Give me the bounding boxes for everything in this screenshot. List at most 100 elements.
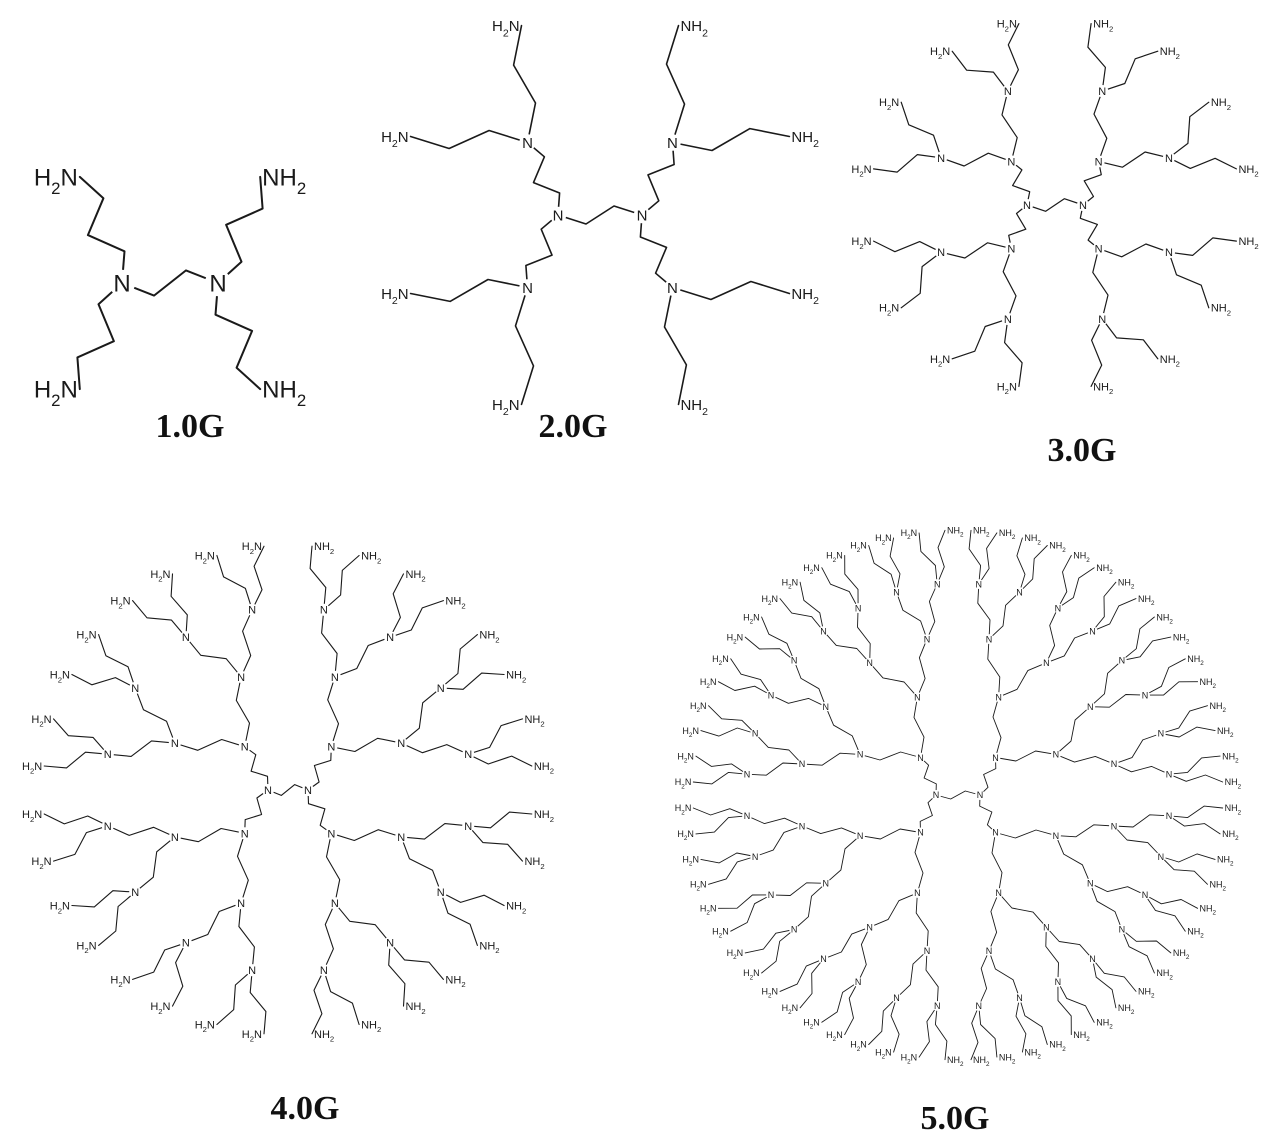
propyl-bond — [799, 581, 824, 632]
propyl-bond — [978, 950, 990, 1007]
branch-nitrogen-label: N — [914, 692, 921, 702]
propyl-bond — [1168, 237, 1238, 256]
terminal-amine-label: H2N — [110, 596, 130, 611]
terminal-amine-label: NH2 — [1217, 726, 1234, 739]
propyl-bond — [1168, 157, 1238, 170]
terminal-amine-label: H2N — [930, 354, 950, 369]
terminal-amine-label: NH2 — [1187, 926, 1204, 939]
terminal-amine-label: H2N — [242, 1029, 262, 1044]
branch-nitrogen-label: N — [131, 887, 139, 899]
propyl-bond — [925, 950, 939, 1007]
propyl-bond — [107, 740, 176, 757]
propyl-bond — [1160, 853, 1216, 863]
propyl-bond — [761, 929, 795, 974]
terminal-amine-label: H2N — [879, 303, 899, 318]
terminal-amine-label: NH2 — [680, 397, 708, 418]
propyl-bond — [639, 214, 674, 289]
terminal-amine-label: H2N — [762, 987, 779, 1000]
branch-nitrogen-label: N — [866, 658, 873, 668]
terminal-amine-label: H2N — [50, 900, 70, 915]
propyl-bond — [978, 1005, 998, 1058]
branch-nitrogen-label: N — [857, 750, 864, 760]
terminal-amine-label: NH2 — [1096, 1018, 1113, 1031]
branch-nitrogen-label: N — [924, 946, 931, 956]
terminal-amine-label: NH2 — [1173, 948, 1190, 961]
branch-nitrogen-label: N — [1016, 587, 1023, 597]
propyl-bond — [1092, 958, 1137, 992]
propyl-bond — [991, 832, 1003, 894]
propyl-bond — [663, 286, 688, 406]
branch-nitrogen-label: N — [1142, 890, 1149, 900]
terminal-amine-label: NH2 — [1238, 164, 1258, 179]
terminal-amine-label: NH2 — [506, 900, 526, 915]
propyl-bond — [1055, 835, 1091, 884]
propyl-bond — [844, 554, 859, 609]
branch-nitrogen-label: N — [917, 828, 924, 838]
branch-nitrogen-label: N — [1098, 314, 1106, 326]
terminal-amine-label: H2N — [690, 880, 707, 893]
propyl-bond — [1121, 616, 1155, 661]
terminal-amine-label: NH2 — [1222, 829, 1239, 842]
propyl-bond — [1045, 607, 1059, 664]
branch-nitrogen-label: N — [857, 831, 864, 841]
propyl-bond — [236, 832, 249, 904]
core-ethylene-bond — [1026, 198, 1084, 212]
terminal-amine-label: NH2 — [361, 551, 381, 566]
terminal-amine-label: NH2 — [1160, 46, 1180, 61]
propyl-bond — [1168, 815, 1221, 835]
propyl-bond — [311, 969, 325, 1035]
terminal-amine-label: H2N — [677, 751, 694, 764]
propyl-bond — [249, 969, 267, 1035]
terminal-amine-label: H2N — [782, 577, 799, 590]
propyl-bond — [400, 836, 442, 893]
propyl-bond — [132, 942, 187, 980]
branch-nitrogen-label: N — [104, 821, 112, 833]
propyl-bond — [1092, 958, 1117, 1009]
branch-nitrogen-label: N — [171, 832, 179, 844]
terminal-amine-label: H2N — [762, 594, 779, 607]
propyl-bond — [307, 746, 332, 791]
terminal-amine-label: H2N — [195, 1019, 215, 1034]
terminal-amine-label: H2N — [700, 677, 717, 690]
terminal-amine-label: NH2 — [1200, 677, 1217, 690]
propyl-bond — [238, 902, 255, 971]
terminal-amine-label: NH2 — [262, 377, 306, 410]
terminal-amine-label: NH2 — [1049, 1040, 1066, 1053]
propyl-bond — [1092, 248, 1109, 320]
branch-nitrogen-label: N — [820, 626, 827, 636]
terminal-amine-label: H2N — [901, 1052, 918, 1065]
propyl-bond — [708, 856, 756, 885]
branch-nitrogen-label: N — [791, 656, 798, 666]
terminal-amine-label: H2N — [700, 904, 717, 917]
propyl-bond — [940, 242, 1013, 259]
propyl-bond — [1168, 773, 1224, 783]
propyl-bond — [1090, 318, 1103, 387]
propyl-bond — [717, 894, 772, 909]
core-nitrogen-label: N — [977, 790, 984, 800]
propyl-bond — [1160, 726, 1216, 738]
propyl-bond — [323, 902, 336, 971]
branch-nitrogen-label: N — [855, 603, 862, 613]
propyl-bond — [43, 751, 109, 769]
propyl-bond — [1144, 658, 1186, 696]
core-nitrogen-label: N — [933, 790, 940, 800]
core-ethylene-bond — [935, 790, 981, 800]
caption-3-0g: 3.0G — [1047, 432, 1117, 469]
propyl-bond — [52, 825, 109, 862]
terminal-amine-label: NH2 — [999, 528, 1016, 541]
propyl-bond — [1113, 814, 1170, 828]
core-ethylene-bond — [267, 784, 309, 796]
branch-nitrogen-label: N — [992, 753, 999, 763]
branch-nitrogen-label: N — [995, 692, 1002, 702]
propyl-bond — [1089, 660, 1123, 708]
propyl-bond — [1079, 204, 1100, 250]
propyl-bond — [988, 892, 1000, 952]
propyl-bond — [1055, 706, 1091, 755]
propyl-bond — [995, 750, 1057, 762]
propyl-bond — [440, 891, 478, 946]
propyl-bond — [872, 240, 942, 253]
branch-nitrogen-label: N — [522, 280, 533, 297]
propyl-bond — [896, 591, 928, 640]
branch-nitrogen-label: N — [464, 749, 472, 761]
terminal-amine-label: NH2 — [1024, 533, 1041, 546]
